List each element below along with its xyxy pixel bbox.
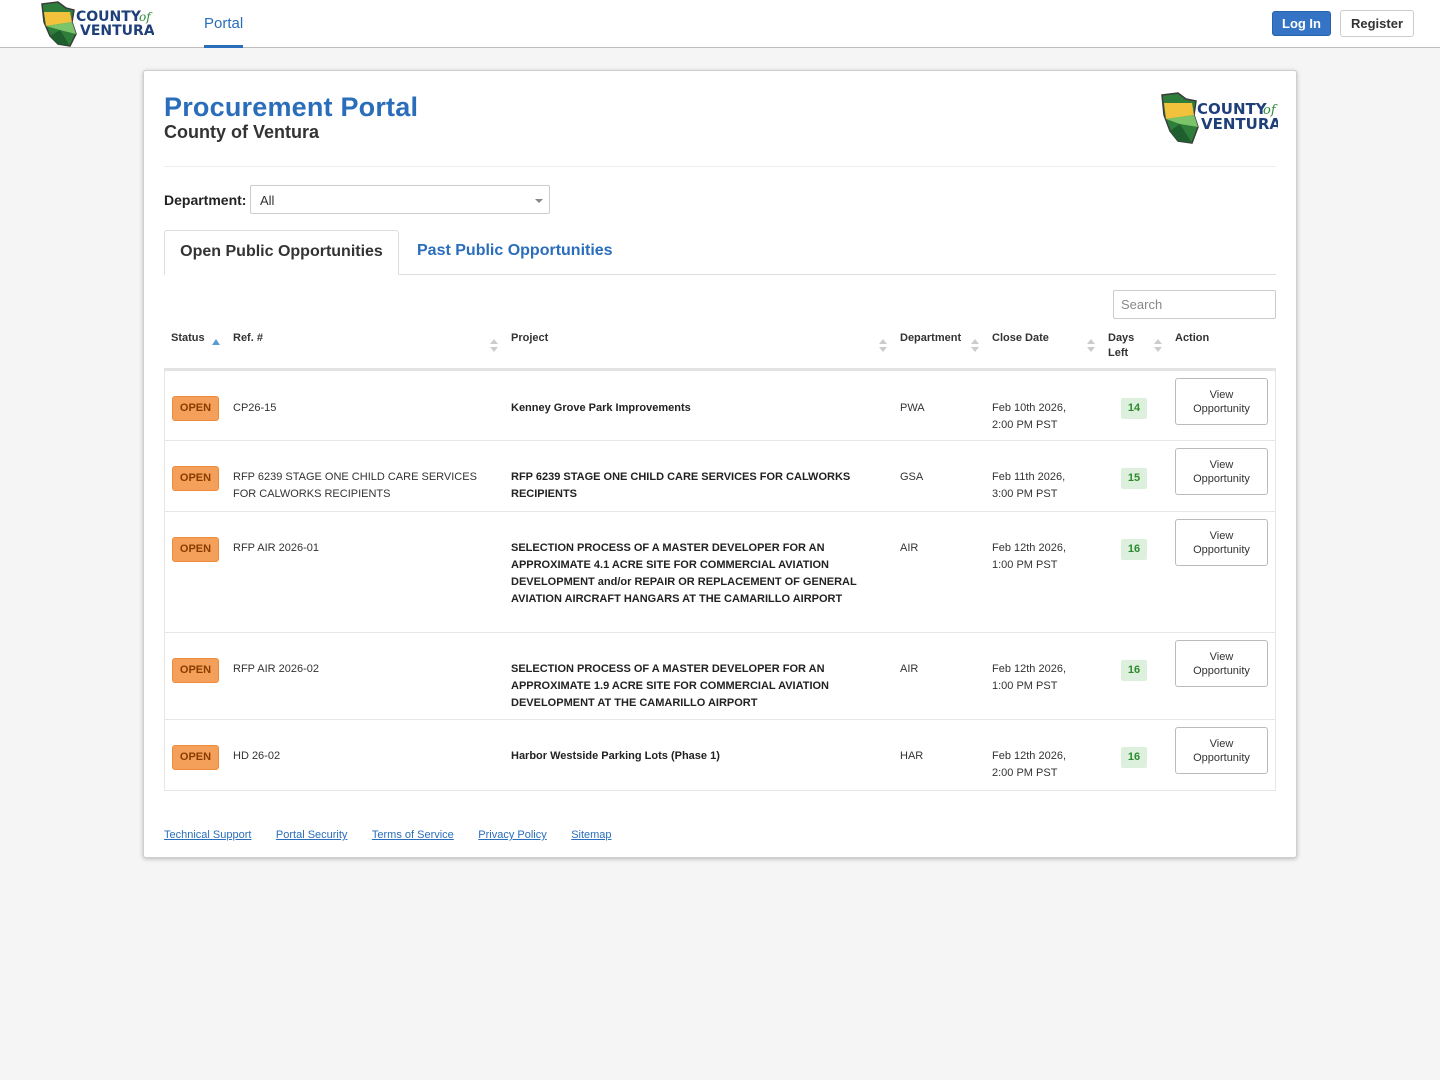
- table-row: OPEN RFP 6239 STAGE ONE CHILD CARE SERVI…: [165, 441, 1275, 512]
- project-name: SELECTION PROCESS OF A MASTER DEVELOPER …: [511, 542, 857, 605]
- svg-text:VENTURA: VENTURA: [1201, 115, 1278, 133]
- column-header-project[interactable]: Project: [511, 332, 549, 344]
- view-opportunity-button[interactable]: View Opportunity: [1175, 640, 1268, 687]
- days-left-badge: 16: [1121, 660, 1147, 681]
- column-header-ref[interactable]: Ref. #: [233, 332, 263, 344]
- department-select-value: All: [260, 193, 275, 208]
- department-code: HAR: [900, 750, 924, 762]
- footer-link-privacy-policy[interactable]: Privacy Policy: [478, 829, 547, 841]
- close-date: Feb 12th 2026, 2:00 PM PST: [992, 750, 1067, 779]
- close-date: Feb 12th 2026, 1:00 PM PST: [992, 663, 1067, 692]
- footer-link-portal-security[interactable]: Portal Security: [275, 829, 348, 841]
- footer-links: Technical Support Portal Security Terms …: [164, 825, 632, 843]
- login-button[interactable]: Log In: [1272, 11, 1331, 36]
- ref-number: RFP 6239 STAGE ONE CHILD CARE SERVICES F…: [233, 471, 477, 500]
- svg-text:COUNTY: COUNTY: [76, 9, 142, 25]
- column-header-days-left[interactable]: Days Left: [1108, 332, 1135, 359]
- register-button[interactable]: Register: [1340, 10, 1414, 37]
- sort-ascending-icon[interactable]: [212, 336, 220, 351]
- ref-number: RFP AIR 2026-02: [233, 663, 320, 675]
- tab-past-opportunities[interactable]: Past Public Opportunities: [417, 242, 613, 259]
- close-date: Feb 10th 2026, 2:00 PM PST: [992, 402, 1067, 431]
- ref-number: RFP AIR 2026-01: [233, 542, 320, 554]
- days-left-badge: 16: [1121, 539, 1147, 560]
- project-name: Harbor Westside Parking Lots (Phase 1): [511, 750, 720, 762]
- department-select[interactable]: All: [250, 185, 550, 214]
- county-logo-large-icon: COUNTY of VENTURA: [1161, 92, 1278, 144]
- procurement-card: Procurement Portal County of Ventura COU…: [143, 70, 1297, 858]
- project-name: SELECTION PROCESS OF A MASTER DEVELOPER …: [511, 663, 830, 709]
- column-header-status[interactable]: Status: [171, 332, 205, 344]
- status-badge: OPEN: [172, 537, 219, 562]
- table-header-divider: [164, 368, 1276, 371]
- header-divider: [164, 166, 1276, 167]
- table-row: OPEN RFP AIR 2026-01 SELECTION PROCESS O…: [165, 512, 1275, 633]
- search-input[interactable]: [1113, 290, 1276, 319]
- view-opportunity-button[interactable]: View Opportunity: [1175, 519, 1268, 566]
- footer-link-technical-support[interactable]: Technical Support: [164, 829, 252, 841]
- view-opportunity-button[interactable]: View Opportunity: [1175, 448, 1268, 495]
- project-name: Kenney Grove Park Improvements: [511, 402, 691, 414]
- department-code: AIR: [900, 663, 919, 675]
- sort-icon[interactable]: [490, 338, 498, 353]
- close-date: Feb 11th 2026, 3:00 PM PST: [992, 471, 1066, 500]
- status-badge: OPEN: [172, 658, 219, 683]
- page-title: Procurement Portal: [164, 92, 419, 122]
- chevron-down-icon: [535, 199, 543, 203]
- view-opportunity-button[interactable]: View Opportunity: [1175, 727, 1268, 774]
- ref-number: HD 26-02: [233, 750, 281, 762]
- tab-open-opportunities[interactable]: Open Public Opportunities: [164, 230, 399, 275]
- column-header-department[interactable]: Department: [900, 332, 962, 344]
- status-badge: OPEN: [172, 745, 219, 770]
- table-row: OPEN RFP AIR 2026-02 SELECTION PROCESS O…: [165, 633, 1275, 720]
- column-header-close-date[interactable]: Close Date: [992, 332, 1049, 344]
- days-left-badge: 16: [1121, 747, 1147, 768]
- sort-icon[interactable]: [879, 338, 887, 353]
- nav-portal-link[interactable]: Portal: [204, 0, 244, 48]
- ref-number: CP26-15: [233, 402, 277, 414]
- footer-link-sitemap[interactable]: Sitemap: [571, 829, 612, 841]
- close-date: Feb 12th 2026, 1:00 PM PST: [992, 542, 1067, 571]
- svg-text:of: of: [1263, 103, 1278, 118]
- department-code: PWA: [900, 402, 925, 414]
- days-left-badge: 15: [1121, 468, 1147, 489]
- tabs-divider: [164, 274, 1276, 275]
- sort-icon[interactable]: [1087, 338, 1095, 353]
- svg-text:of: of: [139, 10, 153, 24]
- county-logo-icon[interactable]: COUNTY of VENTURA: [40, 0, 154, 48]
- column-header-action: Action: [1175, 332, 1210, 344]
- opportunities-table: OPEN CP26-15 Kenney Grove Park Improveme…: [164, 371, 1276, 791]
- top-navbar: COUNTY of VENTURA Portal Log In Register: [0, 0, 1440, 48]
- view-opportunity-button[interactable]: View Opportunity: [1175, 378, 1268, 425]
- department-code: GSA: [900, 471, 924, 483]
- footer-link-terms-of-service[interactable]: Terms of Service: [371, 829, 454, 841]
- table-row: OPEN HD 26-02 Harbor Westside Parking Lo…: [165, 720, 1275, 791]
- department-code: AIR: [900, 542, 919, 554]
- sort-icon[interactable]: [1154, 338, 1162, 353]
- project-name: RFP 6239 STAGE ONE CHILD CARE SERVICES F…: [511, 471, 851, 500]
- status-badge: OPEN: [172, 466, 219, 491]
- table-row: OPEN CP26-15 Kenney Grove Park Improveme…: [165, 371, 1275, 441]
- svg-text:COUNTY: COUNTY: [1197, 100, 1268, 118]
- sort-icon[interactable]: [971, 338, 979, 353]
- days-left-badge: 14: [1121, 398, 1147, 419]
- department-label: Department:: [164, 192, 247, 208]
- svg-text:VENTURA: VENTURA: [80, 23, 154, 39]
- status-badge: OPEN: [172, 396, 219, 421]
- page-subtitle: County of Ventura: [164, 122, 320, 142]
